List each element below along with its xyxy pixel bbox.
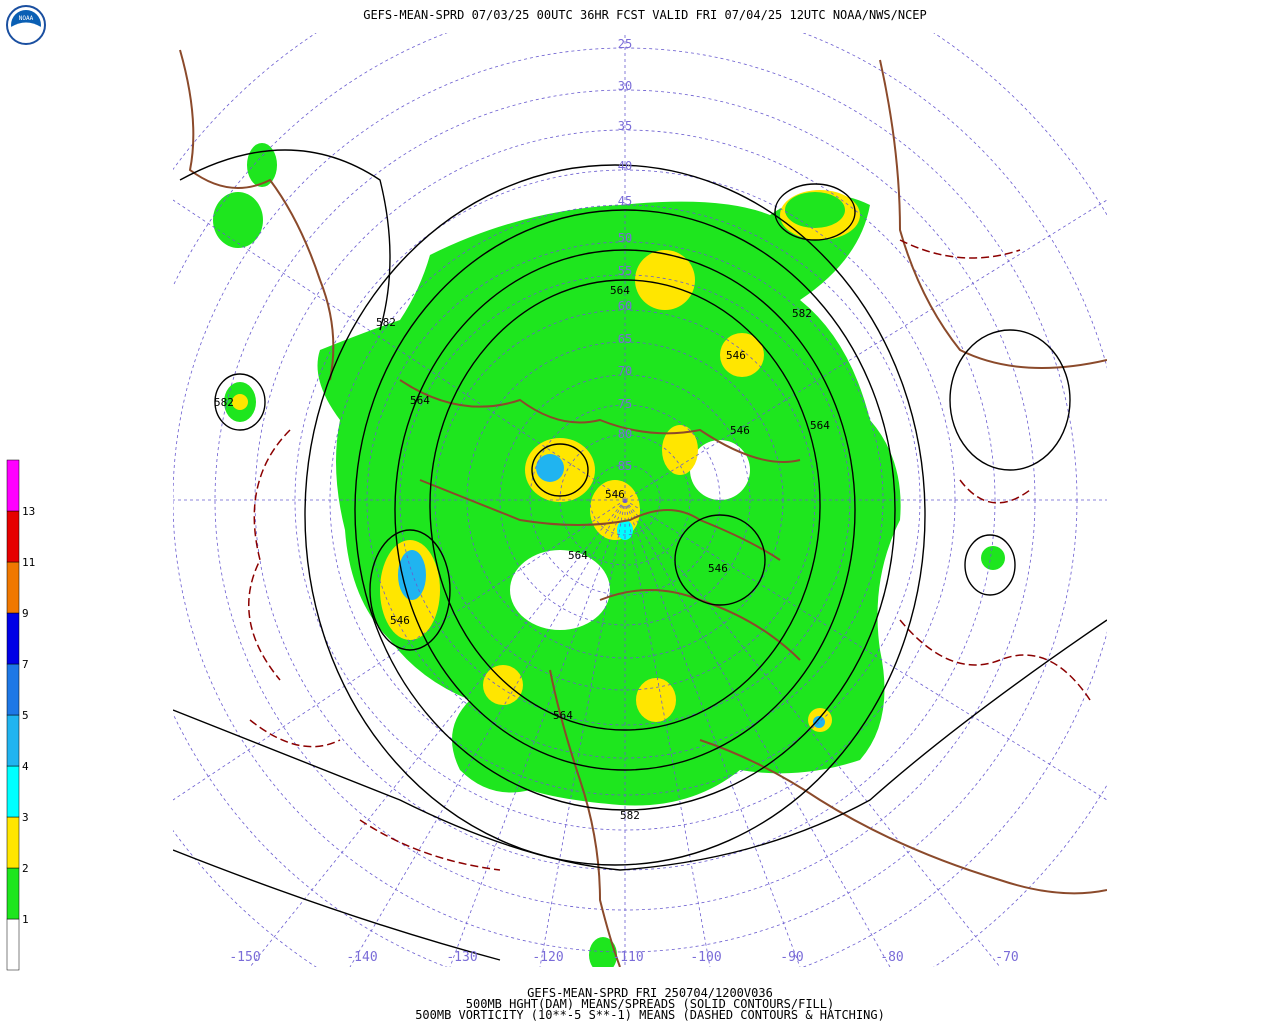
- contour-label: 564: [568, 549, 588, 562]
- lat-label: 25: [618, 37, 632, 51]
- lat-label: 70: [618, 364, 632, 378]
- colorbar-label: 1: [22, 913, 29, 926]
- lon-labels: -150 -140 -130 -120 -110 -100 -90 -80 -70: [229, 950, 1018, 965]
- contour-label: 546: [390, 614, 410, 627]
- colorbar-swatch: [6, 561, 20, 614]
- colorbar-swatch: [6, 510, 20, 563]
- contour-label: 564: [553, 709, 573, 722]
- colorbar-label: 5: [22, 709, 29, 722]
- lat-label: 65: [618, 332, 632, 346]
- lat-label: 60: [618, 299, 632, 313]
- colorbar-label: 9: [22, 607, 29, 620]
- lat-label: 75: [618, 397, 632, 411]
- colorbar-swatch: [6, 918, 20, 971]
- colorbar-label: 2: [22, 862, 29, 875]
- contour-label: 582: [792, 307, 812, 320]
- colorbar-swatch: [6, 663, 20, 716]
- lon-label: -80: [880, 950, 903, 965]
- colorbar-swatch: [6, 612, 20, 665]
- footer: GEFS-MEAN-SPRD FRI 250704/1200V036 500MB…: [415, 986, 885, 1022]
- colorbar-swatch: [6, 867, 20, 920]
- height-contour: [173, 149, 1107, 961]
- lon-label: -70: [995, 950, 1018, 965]
- lon-label: -110: [612, 950, 643, 965]
- lon-label: -130: [446, 950, 477, 965]
- spread-fill: [213, 192, 263, 248]
- lat-label: 40: [618, 159, 632, 173]
- lat-label: 85: [618, 459, 632, 473]
- spread-fill: [589, 937, 617, 967]
- lon-label: -120: [532, 950, 563, 965]
- lon-label: -100: [690, 950, 721, 965]
- vorticity-contour: [248, 239, 1091, 871]
- lat-label: 55: [618, 264, 632, 278]
- spread-hole: [510, 550, 610, 630]
- spread-fill: [981, 546, 1005, 570]
- contour-label: 564: [410, 394, 430, 407]
- colorbar-label: 13: [22, 505, 35, 518]
- lon-label: -90: [780, 950, 803, 965]
- lat-label: 45: [618, 194, 632, 208]
- colorbar-label: 4: [22, 760, 29, 773]
- footer-line: GEFS-MEAN-SPRD FRI 250704/1200V036: [527, 986, 773, 1000]
- footer-line: 500MB VORTICITY (10**-5 S**-1) MEANS (DA…: [415, 1008, 885, 1022]
- map-body: 582 582 582 582 564 564 564 564 564 546 …: [173, 33, 1107, 967]
- lon-label: -150: [229, 950, 260, 965]
- colorbar-swatch: [6, 765, 20, 818]
- lat-label: 30: [618, 79, 632, 93]
- lat-label: 80: [618, 427, 632, 441]
- spread-fill: [247, 143, 277, 187]
- colorbar-swatch: [6, 816, 20, 869]
- lat-label: 35: [618, 119, 632, 133]
- lat-labels: 25 30 35 40 45 50 55 60 65 70 75 80 85: [618, 37, 632, 473]
- contour-label: 582: [620, 809, 640, 822]
- contour-label: 546: [726, 349, 746, 362]
- footer-line: 500MB HGHT(DAM) MEANS/SPREADS (SOLID CON…: [466, 997, 834, 1011]
- svg-text:NOAA: NOAA: [19, 15, 34, 22]
- colorbar: 1 2 3 4 5 7 9 11 13: [6, 459, 35, 971]
- title: GEFS-MEAN-SPRD 07/03/25 00UTC 36HR FCST …: [363, 8, 927, 22]
- contour-label: 564: [810, 419, 830, 432]
- graticule: [173, 33, 1107, 967]
- contour-label: 546: [605, 488, 625, 501]
- lon-label: -140: [346, 950, 377, 965]
- colorbar-label: 11: [22, 556, 35, 569]
- colorbar-label: 7: [22, 658, 29, 671]
- contour-label: 582: [214, 396, 234, 409]
- colorbar-label: 3: [22, 811, 29, 824]
- contour-labels: 582 582 582 582 564 564 564 564 564 546 …: [214, 284, 830, 822]
- colorbar-swatch: [6, 714, 20, 767]
- contour-label: 546: [730, 424, 750, 437]
- contour-label: 546: [708, 562, 728, 575]
- lat-label: 50: [618, 231, 632, 245]
- colorbar-swatch: [6, 459, 20, 512]
- contour-label: 582: [376, 316, 396, 329]
- spread-hole: [690, 440, 750, 500]
- contour-label: 564: [610, 284, 630, 297]
- noaa-logo: NOAA: [6, 5, 46, 45]
